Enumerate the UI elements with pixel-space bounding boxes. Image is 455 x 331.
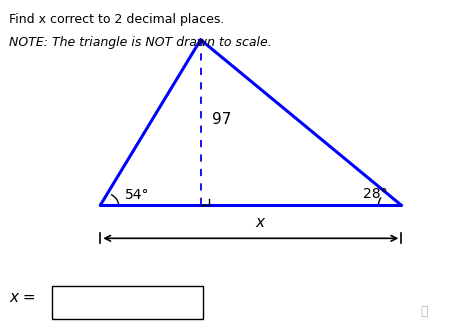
Text: 28°: 28° bbox=[362, 187, 386, 201]
Text: 97: 97 bbox=[212, 112, 231, 127]
Text: 🔍: 🔍 bbox=[420, 305, 427, 318]
Text: NOTE: The triangle is NOT drawn to scale.: NOTE: The triangle is NOT drawn to scale… bbox=[9, 36, 271, 49]
Text: Find x correct to 2 decimal places.: Find x correct to 2 decimal places. bbox=[9, 13, 224, 26]
Text: x: x bbox=[255, 215, 264, 230]
Text: 54°: 54° bbox=[125, 188, 150, 202]
Text: x =: x = bbox=[9, 290, 35, 306]
FancyBboxPatch shape bbox=[52, 286, 202, 319]
